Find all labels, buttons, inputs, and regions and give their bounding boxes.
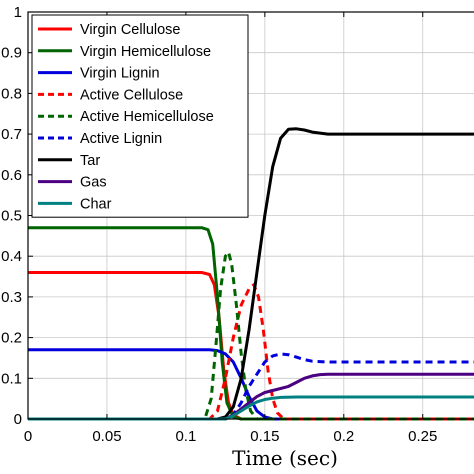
x-tick-label: 0: [24, 428, 32, 445]
x-tick-label: 0.05: [92, 428, 121, 445]
legend: Virgin Cellulose Virgin Hemicellulose Virg…: [31, 14, 249, 218]
series-line-virgin-hemicellulose: [28, 226, 474, 421]
x-axis-title: Time (sec): [232, 446, 338, 470]
y-tick-label: 0.1: [1, 370, 22, 387]
series-line-active-hemicellulose: [28, 250, 474, 421]
legend-label: Gas: [80, 175, 107, 191]
legend-label: Virgin Cellulose: [80, 22, 180, 38]
y-tick-label: 0: [14, 411, 22, 428]
y-tick-label: 0.2: [1, 330, 22, 347]
series-line-active-lignin: [28, 352, 474, 421]
series-lines: [28, 127, 474, 421]
x-tick-label: 0.15: [250, 428, 279, 445]
series-line-char: [28, 395, 474, 421]
y-tick-label: 0.6: [1, 167, 22, 184]
y-tick-label: 0.9: [1, 45, 22, 62]
y-tick-label: 0.5: [1, 208, 22, 225]
y-tick-label: 0.4: [1, 248, 22, 265]
y-tick-label: 0.7: [1, 126, 22, 143]
x-tick-label: 0.25: [408, 428, 437, 445]
x-tick-label: 0.2: [333, 428, 354, 445]
x-tick-label: 0.1: [175, 428, 196, 445]
legend-label: Virgin Hemicellulose: [80, 44, 211, 60]
legend-label: Virgin Lignin: [80, 66, 160, 82]
legend-label: Active Hemicellulose: [80, 109, 214, 125]
legend-label: Tar: [80, 153, 100, 169]
legend-label: Active Cellulose: [80, 87, 183, 103]
tick-labels: 0 0.05 0.1 0.15 0.2 0.25 0 0.1 0.2 0.3 0.4 0.5 0.6 0.…: [1, 4, 437, 445]
y-tick-label: 0.8: [1, 85, 22, 102]
legend-label: Char: [80, 196, 112, 212]
series-line-tar: [28, 127, 474, 421]
legend-label: Active Lignin: [80, 131, 162, 147]
y-tick-label: 0.3: [1, 289, 22, 306]
y-tick-label: 1: [14, 4, 22, 21]
